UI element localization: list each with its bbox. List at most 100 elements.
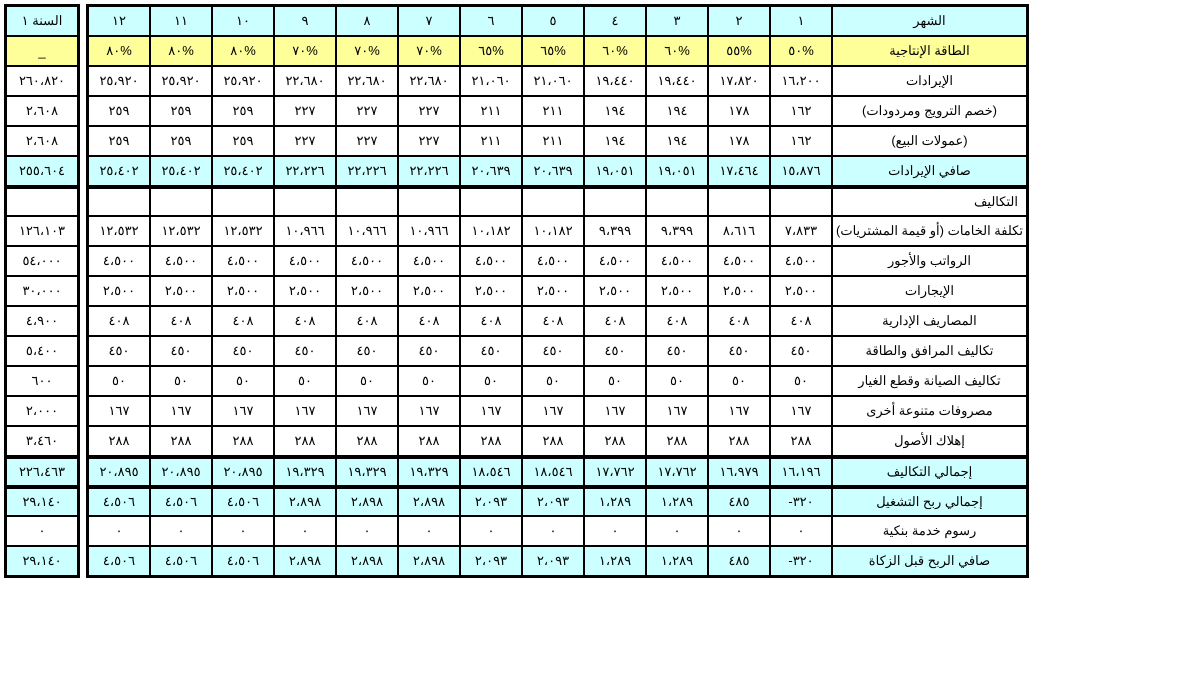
depreciation-m4: ٢٨٨	[584, 426, 646, 456]
capacity-6: %٦٥	[460, 36, 522, 66]
costs-header-label: التكاليف	[832, 186, 1027, 216]
raw-materials-m6: ١٠،١٨٢	[460, 216, 522, 246]
bank-fees-m12: ٠	[88, 516, 150, 546]
bank-fees-m3: ٠	[646, 516, 708, 546]
net-revenues-m1: ١٥،٨٧٦	[770, 156, 832, 186]
admin-expenses-m12: ٤٠٨	[88, 306, 150, 336]
depreciation-m12: ٢٨٨	[88, 426, 150, 456]
utilities-m7: ٤٥٠	[398, 336, 460, 366]
total-costs-m8: ١٩،٣٢٩	[336, 456, 398, 486]
row-salaries: الرواتب والأجور٤،٥٠٠٤،٥٠٠٤،٥٠٠٤،٥٠٠٤،٥٠٠…	[88, 246, 1027, 276]
capacity-1: %٥٠	[770, 36, 832, 66]
maintenance-m2: ٥٠	[708, 366, 770, 396]
bank-fees-m5: ٠	[522, 516, 584, 546]
bank-fees-m1: ٠	[770, 516, 832, 546]
operating-profit-m9: ٢،٨٩٨	[274, 486, 336, 516]
year-capacity: _	[6, 36, 78, 66]
maintenance-m4: ٥٠	[584, 366, 646, 396]
utilities-m2: ٤٥٠	[708, 336, 770, 366]
promo-discount-m11: ٢٥٩	[150, 96, 212, 126]
net-revenues-m5: ٢٠،٦٣٩	[522, 156, 584, 186]
promo-discount-label: (خصم الترويج ومردودات)	[832, 96, 1027, 126]
row-depreciation: إهلاك الأصول٢٨٨٢٨٨٢٨٨٢٨٨٢٨٨٢٨٨٢٨٨٢٨٨٢٨٨٢…	[88, 426, 1027, 456]
bank-fees-m9: ٠	[274, 516, 336, 546]
year-net-profit-before-zakat-cell: ٢٩،١٤٠	[6, 546, 78, 576]
total-costs-m1: ١٦،١٩٦	[770, 456, 832, 486]
net-profit-before-zakat-m5: ٢،٠٩٣	[522, 546, 584, 576]
misc-expenses-m11: ١٦٧	[150, 396, 212, 426]
total-costs-m2: ١٦،٩٧٩	[708, 456, 770, 486]
net-revenues-m6: ٢٠،٦٣٩	[460, 156, 522, 186]
misc-expenses-m6: ١٦٧	[460, 396, 522, 426]
rent-m5: ٢،٥٠٠	[522, 276, 584, 306]
net-profit-before-zakat-m7: ٢،٨٩٨	[398, 546, 460, 576]
maintenance-m1: ٥٠	[770, 366, 832, 396]
admin-expenses-m11: ٤٠٨	[150, 306, 212, 336]
raw-materials-m11: ١٢،٥٣٢	[150, 216, 212, 246]
row-utilities: تكاليف المرافق والطاقة٤٥٠٤٥٠٤٥٠٤٥٠٤٥٠٤٥٠…	[88, 336, 1027, 366]
revenues-m4: ١٩،٤٤٠	[584, 66, 646, 96]
raw-materials-m8: ١٠،٩٦٦	[336, 216, 398, 246]
net-profit-before-zakat-m12: ٤،٥٠٦	[88, 546, 150, 576]
revenues-m12: ٢٥،٩٢٠	[88, 66, 150, 96]
misc-expenses-m10: ١٦٧	[212, 396, 274, 426]
net-revenues-m9: ٢٢،٢٢٦	[274, 156, 336, 186]
year-rent: ٣٠،٠٠٠	[6, 276, 78, 306]
month-header-2: ٢	[708, 6, 770, 36]
net-revenues-m8: ٢٢،٢٢٦	[336, 156, 398, 186]
promo-discount-m10: ٢٥٩	[212, 96, 274, 126]
promo-discount-m7: ٢٢٧	[398, 96, 460, 126]
maintenance-m6: ٥٠	[460, 366, 522, 396]
year-header: السنة ١	[6, 6, 78, 36]
year-revenues-cell: ٢٦٠،٨٢٠	[6, 66, 78, 96]
bank-fees-m10: ٠	[212, 516, 274, 546]
depreciation-m10: ٢٨٨	[212, 426, 274, 456]
net-revenues-m3: ١٩،٠٥١	[646, 156, 708, 186]
sales-commission-m10: ٢٥٩	[212, 126, 274, 156]
raw-materials-m4: ٩،٣٩٩	[584, 216, 646, 246]
sales-commission-m3: ١٩٤	[646, 126, 708, 156]
net-profit-before-zakat-m10: ٤،٥٠٦	[212, 546, 274, 576]
promo-discount-m2: ١٧٨	[708, 96, 770, 126]
month-header-10: ١٠	[212, 6, 274, 36]
month-header-1: ١	[770, 6, 832, 36]
costs-header-empty-12	[88, 186, 150, 216]
salaries-m1: ٤،٥٠٠	[770, 246, 832, 276]
misc-expenses-m9: ١٦٧	[274, 396, 336, 426]
year-admin-expenses: ٤،٩٠٠	[6, 306, 78, 336]
year-raw-materials: ١٢٦،١٠٣	[6, 216, 78, 246]
capacity-2: %٥٥	[708, 36, 770, 66]
salaries-m8: ٤،٥٠٠	[336, 246, 398, 276]
net-profit-before-zakat-m3: ١،٢٨٩	[646, 546, 708, 576]
year-operating-profit: ٢٩،١٤٠	[6, 486, 78, 516]
raw-materials-m12: ١٢،٥٣٢	[88, 216, 150, 246]
depreciation-m3: ٢٨٨	[646, 426, 708, 456]
costs-header-empty-8	[336, 186, 398, 216]
year-operating-profit-cell: ٢٩،١٤٠	[6, 486, 78, 516]
year-net-profit-before-zakat: ٢٩،١٤٠	[6, 546, 78, 576]
row-net-profit-before-zakat: صافي الربح قبل الزكاة٣٢٠-٤٨٥١،٢٨٩١،٢٨٩٢،…	[88, 546, 1027, 576]
operating-profit-m2: ٤٨٥	[708, 486, 770, 516]
row-promo-discount: (خصم الترويج ومردودات)١٦٢١٧٨١٩٤١٩٤٢١١٢١١…	[88, 96, 1027, 126]
row-misc-expenses: مصروفات متنوعة أخرى١٦٧١٦٧١٦٧١٦٧١٦٧١٦٧١٦٧…	[88, 396, 1027, 426]
raw-materials-m5: ١٠،١٨٢	[522, 216, 584, 246]
depreciation-label: إهلاك الأصول	[832, 426, 1027, 456]
year-totals-table: السنة ١_٢٦٠،٨٢٠٢،٦٠٨٢،٦٠٨٢٥٥،٦٠٤١٢٦،١٠٣٥…	[4, 4, 80, 578]
promo-discount-m6: ٢١١	[460, 96, 522, 126]
net-profit-before-zakat-label: صافي الربح قبل الزكاة	[832, 546, 1027, 576]
costs-header-empty-7	[398, 186, 460, 216]
operating-profit-label: إجمالي ربح التشغيل	[832, 486, 1027, 516]
row-revenues: الإيرادات١٦،٢٠٠١٧،٨٢٠١٩،٤٤٠١٩،٤٤٠٢١،٠٦٠٢…	[88, 66, 1027, 96]
rent-m10: ٢،٥٠٠	[212, 276, 274, 306]
promo-discount-m3: ١٩٤	[646, 96, 708, 126]
admin-expenses-m7: ٤٠٨	[398, 306, 460, 336]
capacity-11: %٨٠	[150, 36, 212, 66]
rent-m2: ٢،٥٠٠	[708, 276, 770, 306]
month-header-4: ٤	[584, 6, 646, 36]
capacity-12: %٨٠	[88, 36, 150, 66]
revenues-m2: ١٧،٨٢٠	[708, 66, 770, 96]
year-admin-expenses-cell: ٤،٩٠٠	[6, 306, 78, 336]
promo-discount-m1: ١٦٢	[770, 96, 832, 126]
total-costs-m3: ١٧،٧٦٢	[646, 456, 708, 486]
net-profit-before-zakat-m9: ٢،٨٩٨	[274, 546, 336, 576]
